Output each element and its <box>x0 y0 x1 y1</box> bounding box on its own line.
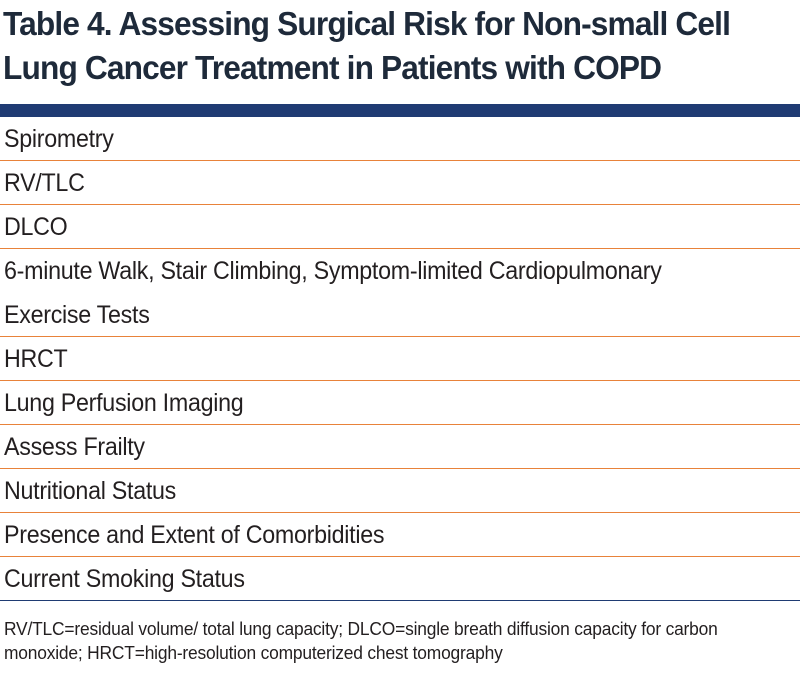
table-cell: Presence and Extent of Comorbidities <box>4 521 385 549</box>
table-cell: HRCT <box>4 345 68 373</box>
table-cell: Current Smoking Status <box>4 565 245 593</box>
table-row: DLCO <box>0 205 800 249</box>
table-cell: 6-minute Walk, Stair Climbing, Symptom-l… <box>4 257 662 329</box>
table-row: Current Smoking Status <box>0 557 800 601</box>
table-cell: Lung Perfusion Imaging <box>4 389 244 417</box>
table-row: Presence and Extent of Comorbidities <box>0 513 800 557</box>
table-row: Spirometry <box>0 117 800 161</box>
table-row: Nutritional Status <box>0 469 800 513</box>
table-row: RV/TLC <box>0 161 800 205</box>
table-row: HRCT <box>0 337 800 381</box>
table-footnote: RV/TLC=residual volume/ total lung capac… <box>4 618 718 663</box>
table-row: 6-minute Walk, Stair Climbing, Symptom-l… <box>0 249 800 337</box>
table-cell: Nutritional Status <box>4 477 177 505</box>
table-cell: Spirometry <box>4 125 114 153</box>
table-row: Lung Perfusion Imaging <box>0 381 800 425</box>
table-cell: Assess Frailty <box>4 433 145 461</box>
table-cell: RV/TLC <box>4 169 85 197</box>
title-divider-bar <box>0 104 800 117</box>
table-row: Assess Frailty <box>0 425 800 469</box>
table-title: Table 4. Assessing Surgical Risk for Non… <box>3 5 731 86</box>
table-body: Spirometry RV/TLC DLCO 6-minute Walk, St… <box>0 117 800 601</box>
table-cell: DLCO <box>4 213 68 241</box>
